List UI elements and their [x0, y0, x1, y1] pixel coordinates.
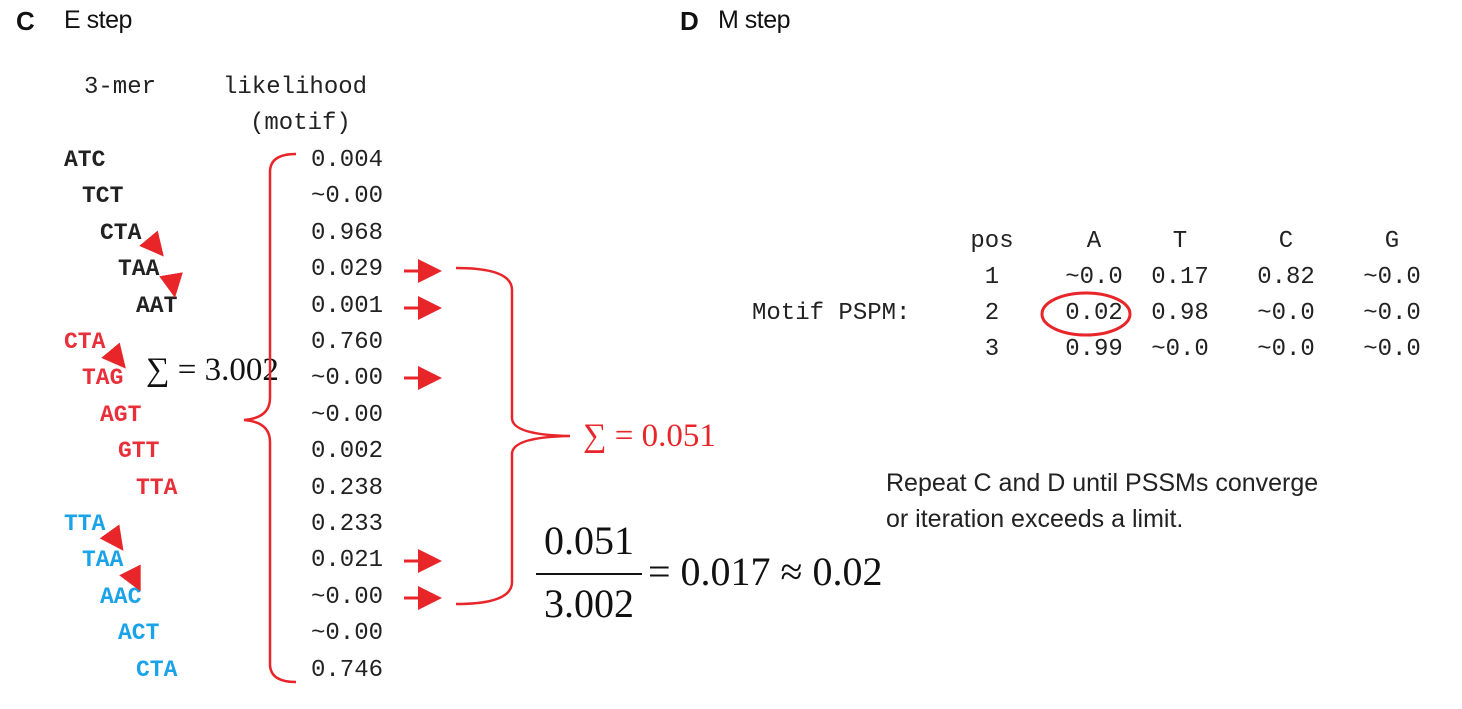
likelihood-value: 0.002	[311, 438, 384, 465]
total-sum-brace	[243, 152, 297, 684]
likelihood-value: 0.760	[311, 329, 384, 356]
panel-c-letter: C	[16, 6, 35, 36]
sum-total-label: ∑ = 3.002	[146, 352, 279, 388]
pspm-position-cell: 2	[984, 300, 1000, 327]
pspm-probability-cell: 0.82	[1257, 264, 1315, 291]
pspm-probability-cell: ~0.0	[1151, 336, 1209, 363]
panel-c-title: E step	[64, 6, 132, 34]
fraction-result: = 0.017 ≈ 0.02	[648, 549, 883, 594]
likelihood-value: 0.021	[311, 547, 384, 574]
pspm-position-cell: 1	[984, 264, 1000, 291]
pspm-probability-cell: ~0.0	[1363, 300, 1421, 327]
kmer-label: GTT	[118, 438, 160, 464]
panel-d-title: M step	[718, 6, 791, 34]
arrow-taa-aat	[159, 272, 183, 298]
arrow-tta-taa	[99, 524, 124, 551]
arrow-cta-taa	[139, 230, 164, 257]
kmer-label: ATC	[64, 147, 106, 173]
kmer-label: AGT	[100, 402, 142, 428]
pspm-label: Motif PSPM:	[752, 300, 911, 327]
sum-selected-label: ∑ = 0.051	[583, 418, 716, 454]
pspm-probability-cell: ~0.0	[1363, 336, 1421, 363]
pspm-probability-cell: 0.99	[1065, 336, 1123, 363]
fraction-denominator: 3.002	[544, 581, 634, 626]
kmer-label: CTA	[100, 220, 142, 246]
kmer-label: TAA	[118, 256, 160, 282]
kmer-label: TAA	[82, 547, 124, 573]
kmer-column-header: 3-mer	[84, 74, 157, 101]
repeat-note-line2: or iteration exceeds a limit.	[886, 505, 1184, 533]
arrow-cta-tag	[101, 342, 126, 369]
selected-sum-brace	[455, 266, 571, 606]
likelihood-value: 0.004	[311, 147, 384, 174]
panel-d-letter: D	[680, 6, 699, 36]
likelihood-value: 0.238	[311, 475, 384, 502]
likelihood-value: 0.029	[311, 256, 384, 283]
kmer-label: CTA	[64, 329, 106, 355]
likelihood-value: 0.968	[311, 220, 384, 247]
pspm-probability-cell: ~0.0	[1257, 336, 1315, 363]
likelihood-value: ~0.00	[311, 402, 384, 429]
likelihood-value: ~0.00	[311, 620, 384, 647]
likelihood-value: 0.746	[311, 657, 384, 684]
likelihood-value: ~0.00	[311, 183, 384, 210]
highlight-circle	[1040, 291, 1132, 337]
pspm-header-cell: A	[1086, 228, 1102, 255]
fraction-numerator: 0.051	[544, 518, 634, 563]
pspm-position-cell: 3	[984, 336, 1000, 363]
pspm-probability-cell: ~0.0	[1065, 264, 1123, 291]
kmer-label: TCT	[82, 183, 124, 209]
likelihood-value: ~0.00	[311, 365, 384, 392]
pspm-probability-cell: ~0.0	[1257, 300, 1315, 327]
kmer-label: TAG	[82, 365, 124, 391]
pspm-header-cell: G	[1384, 228, 1400, 255]
pspm-header-cell: C	[1278, 228, 1294, 255]
pspm-probability-cell: ~0.0	[1363, 264, 1421, 291]
pspm-probability-cell: 0.17	[1151, 264, 1209, 291]
pspm-header-cell: pos	[970, 228, 1014, 255]
kmer-label: TTA	[64, 511, 106, 537]
pspm-probability-cell: 0.98	[1151, 300, 1209, 327]
kmer-label: CTA	[136, 657, 178, 683]
likelihood-value: 0.001	[311, 293, 384, 320]
arrow-taa-aac	[119, 564, 141, 592]
pspm-header-cell: T	[1172, 228, 1188, 255]
pspm-probability-cell: 0.02	[1065, 300, 1123, 327]
repeat-note-line1: Repeat C and D until PSSMs converge	[886, 469, 1319, 497]
likelihood-column-header: likelihood	[223, 74, 368, 101]
kmer-label: TTA	[136, 475, 178, 501]
likelihood-value: 0.233	[311, 511, 384, 538]
kmer-label: ACT	[118, 620, 160, 646]
likelihood-value: ~0.00	[311, 584, 384, 611]
likelihood-motif-subheader: (motif)	[250, 110, 351, 137]
